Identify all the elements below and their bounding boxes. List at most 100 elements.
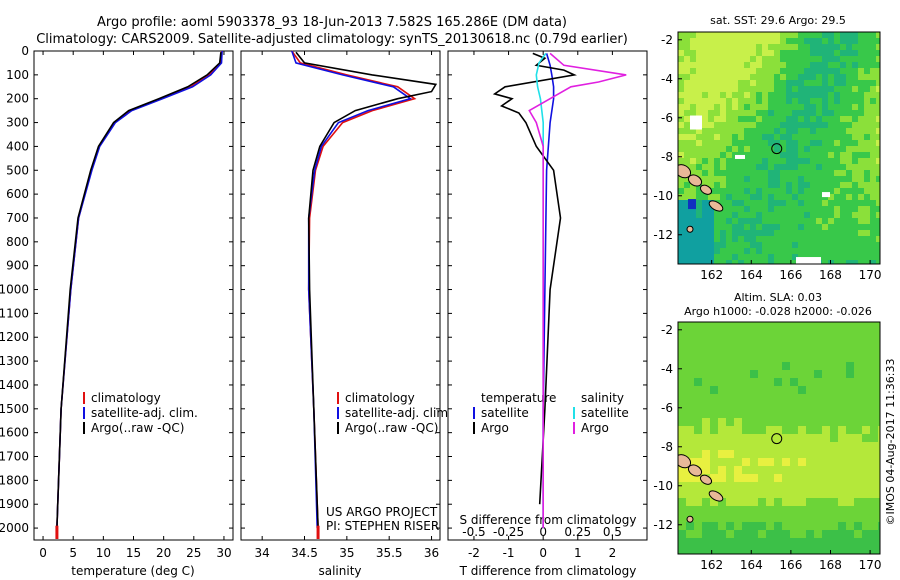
map-cell [702, 32, 709, 39]
map-cell [870, 434, 879, 443]
map-cell [732, 206, 739, 213]
map-cell [750, 140, 757, 147]
map-cell [840, 128, 847, 135]
map-cell [792, 158, 799, 165]
map-cell [864, 122, 871, 129]
map-cell [766, 458, 775, 467]
map-cell [804, 104, 811, 111]
map-cell [750, 134, 757, 141]
lon-tick-label: 166 [779, 268, 802, 282]
map-cell [876, 104, 880, 111]
map-cell [852, 158, 859, 165]
map-cell [780, 38, 787, 45]
map-cell [766, 482, 775, 491]
map-cell [840, 140, 847, 147]
map-cell [828, 200, 835, 207]
map-cell [774, 354, 783, 363]
map-cell [786, 176, 793, 183]
map-cell [806, 498, 815, 507]
map-cell [720, 146, 727, 153]
map-cell [726, 458, 735, 467]
map-cell [804, 62, 811, 69]
map-cell [878, 522, 880, 531]
map-cell [786, 212, 793, 219]
map-cell [854, 370, 863, 379]
map-cell [744, 104, 751, 111]
map-cell [790, 522, 799, 531]
map-cell [696, 86, 703, 93]
map-cell [840, 218, 847, 225]
map-cell [782, 370, 791, 379]
map-cell [834, 170, 841, 177]
map-cell [718, 506, 727, 515]
map-cell [790, 362, 799, 371]
map-cell [810, 212, 817, 219]
map-cell [714, 254, 721, 261]
temperature-panel: temperature (deg C) climatology satellit… [0, 44, 234, 578]
map-cell [846, 230, 853, 237]
map-cell [762, 248, 769, 255]
map-cell [838, 538, 847, 547]
map-cell [774, 194, 781, 201]
map-cell [702, 538, 711, 547]
map-cell [876, 218, 880, 225]
map-cell [690, 86, 697, 93]
map-cell [782, 338, 791, 347]
map-cell [718, 482, 727, 491]
map-cell [696, 104, 703, 111]
map-cell [758, 506, 767, 515]
map-cell [862, 466, 871, 475]
map-cell [828, 128, 835, 135]
map-cell [834, 62, 841, 69]
map-cell [852, 182, 859, 189]
lat-tick-label: -10 [653, 479, 673, 493]
map-cell [846, 394, 855, 403]
map-cell [816, 152, 823, 159]
map-cell [762, 212, 769, 219]
map-cell [774, 434, 783, 443]
map-cell [726, 530, 735, 539]
map-cell [798, 122, 805, 129]
map-cell [690, 158, 697, 165]
map-cell [734, 434, 743, 443]
map-cell [732, 38, 739, 45]
map-cell [710, 442, 719, 451]
map-cell [858, 122, 865, 129]
lon-tick-label: 164 [740, 558, 763, 572]
map-cell [846, 362, 855, 371]
map-cell [840, 194, 847, 201]
depth-tick-label: 1700 [0, 450, 29, 464]
map-cell [678, 498, 687, 507]
map-cell [782, 482, 791, 491]
map-cell [822, 248, 829, 255]
map-cell [840, 134, 847, 141]
map-cell [758, 546, 767, 554]
map-cell [732, 74, 739, 81]
map-cell [864, 236, 871, 243]
map-cell [822, 62, 829, 69]
map-cell [694, 338, 703, 347]
map-cell [834, 242, 841, 249]
map-cell [870, 116, 877, 123]
x-tick-label: 34.5 [291, 546, 318, 560]
map-cell [846, 530, 855, 539]
map-cell [834, 224, 841, 231]
map-cell [732, 224, 739, 231]
map-cell [854, 482, 863, 491]
map-cell [742, 498, 751, 507]
map-cell [840, 104, 847, 111]
map-cell [768, 62, 775, 69]
map-cell [750, 152, 757, 159]
map-cell [822, 426, 831, 435]
map-cell [734, 402, 743, 411]
map-cell [876, 38, 880, 45]
map-cell [732, 32, 739, 39]
map-cell [828, 176, 835, 183]
map-cell [792, 38, 799, 45]
map-cell [864, 164, 871, 171]
map-cell [750, 116, 757, 123]
map-cell [806, 426, 815, 435]
map-cell [816, 200, 823, 207]
map-cell [876, 80, 880, 87]
map-cell [678, 260, 685, 264]
